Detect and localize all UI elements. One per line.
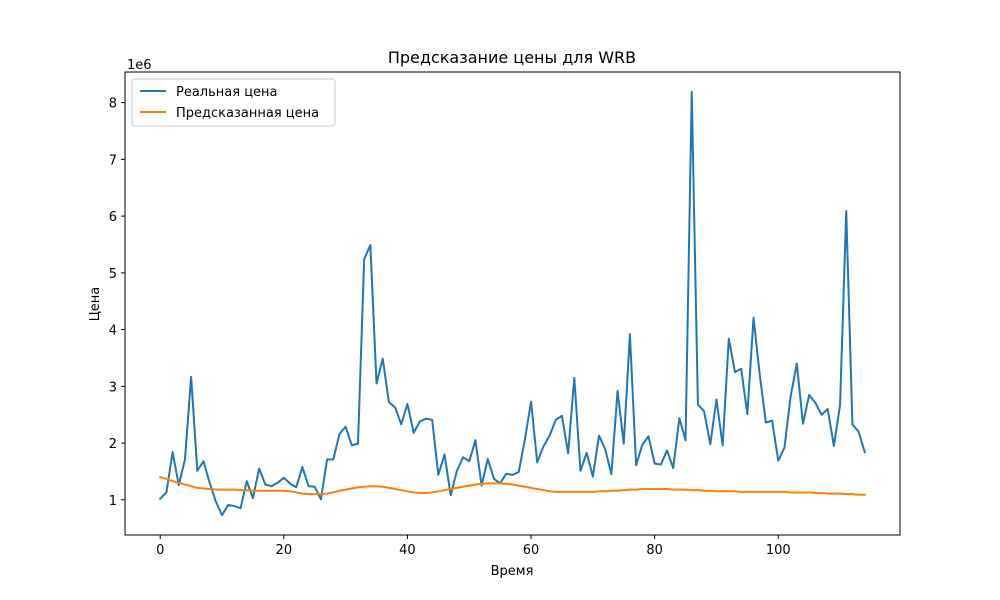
legend-label-real: Реальная цена [176, 85, 278, 100]
y-tick-label: 2 [109, 437, 117, 452]
y-tick-label: 7 [109, 153, 117, 168]
series-predicted-price-line [159, 475, 866, 496]
y-tick-label: 1 [109, 494, 117, 509]
y-scale-label: 1e6 [127, 58, 152, 73]
legend: Реальная цена Предсказанная цена [131, 78, 336, 127]
plot-frame [124, 71, 901, 536]
legend-label-predicted: Предсказанная цена [176, 106, 319, 121]
series-layer [158, 90, 867, 517]
y-tick-label: 5 [109, 267, 117, 282]
series-real-price-line [158, 90, 867, 517]
x-axis-label: Время [491, 564, 534, 579]
x-tick-label: 20 [276, 543, 293, 558]
x-tick-label: 60 [523, 543, 540, 558]
x-tick-label: 100 [766, 543, 791, 558]
chart-title: Предсказание цены для WRB [388, 48, 636, 67]
y-tick-label: 4 [109, 324, 117, 339]
y-tick-label: 3 [109, 380, 117, 395]
y-tick-label: 6 [109, 210, 117, 225]
x-axis: 0 20 40 60 80 100 [156, 535, 791, 558]
x-tick-label: 0 [156, 543, 164, 558]
plot-area [124, 71, 901, 536]
y-axis: 1 2 3 4 5 6 7 8 [109, 97, 125, 509]
y-tick-label: 8 [109, 97, 117, 112]
x-tick-label: 80 [646, 543, 663, 558]
x-tick-label: 40 [399, 543, 416, 558]
legend-box [131, 78, 336, 127]
y-axis-label: Цена [88, 287, 103, 322]
